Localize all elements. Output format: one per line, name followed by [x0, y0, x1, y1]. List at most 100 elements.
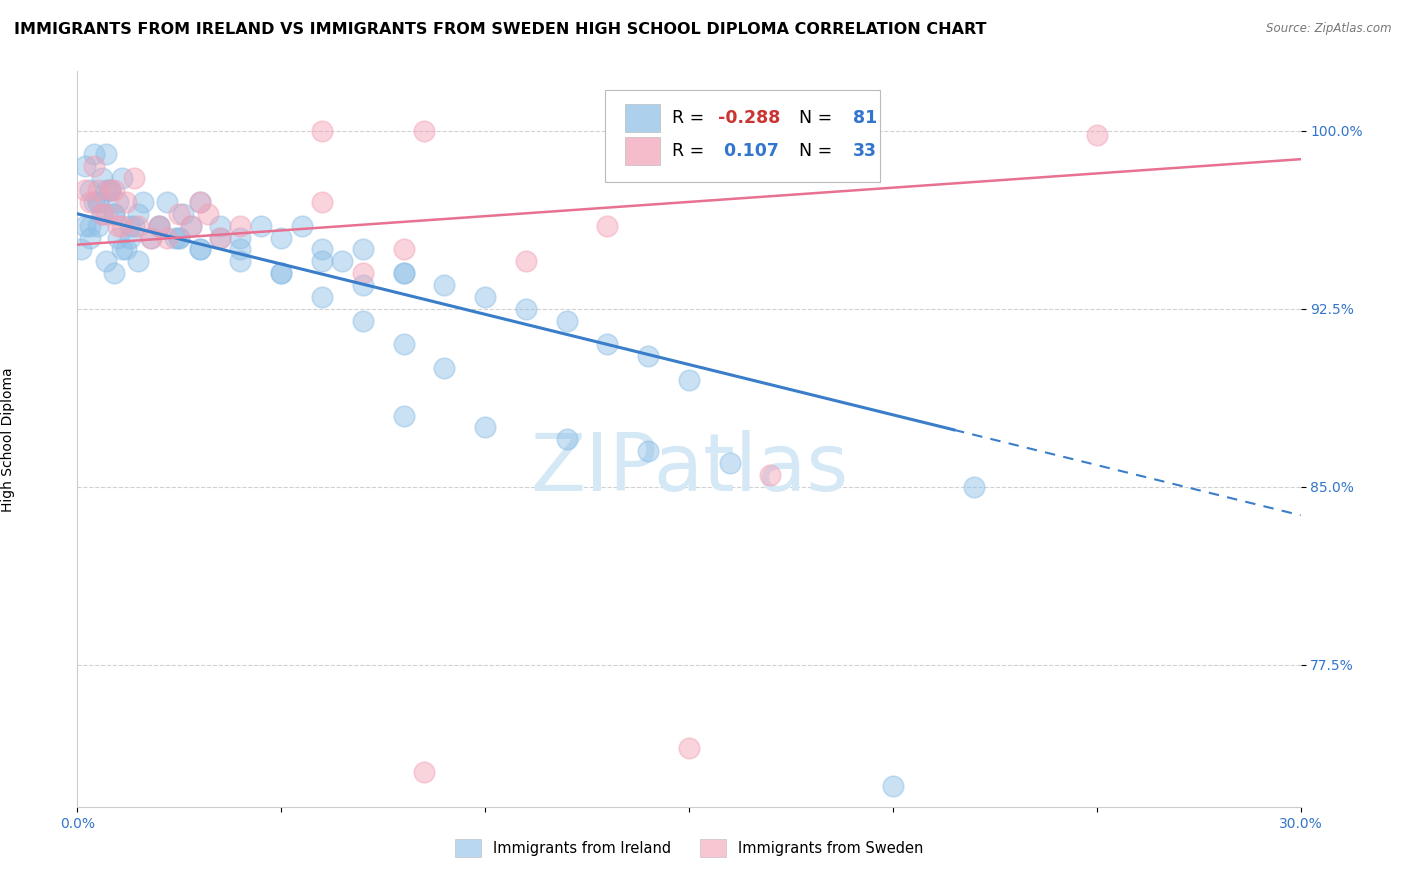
Point — [433, 361, 456, 376]
Point — [124, 219, 146, 233]
Point — [87, 219, 110, 233]
Point — [169, 230, 191, 244]
Point — [678, 740, 700, 755]
Point — [124, 171, 146, 186]
Point — [87, 194, 110, 209]
Point — [75, 183, 97, 197]
Point — [90, 207, 112, 221]
Point — [392, 243, 415, 257]
Point — [352, 313, 374, 327]
Point — [188, 243, 211, 257]
Point — [127, 254, 149, 268]
Point — [392, 337, 415, 351]
Point — [474, 420, 496, 434]
Point — [90, 171, 112, 186]
Point — [515, 301, 537, 316]
Text: Source: ZipAtlas.com: Source: ZipAtlas.com — [1267, 22, 1392, 36]
Point — [311, 124, 333, 138]
Point — [139, 230, 162, 244]
Point — [229, 230, 252, 244]
Text: IMMIGRANTS FROM IRELAND VS IMMIGRANTS FROM SWEDEN HIGH SCHOOL DIPLOMA CORRELATIO: IMMIGRANTS FROM IRELAND VS IMMIGRANTS FR… — [14, 22, 987, 37]
Text: 33: 33 — [853, 142, 877, 160]
Point — [107, 219, 129, 233]
Point — [148, 219, 170, 233]
Point — [75, 159, 97, 173]
Point — [208, 230, 231, 244]
Point — [139, 230, 162, 244]
Point — [103, 266, 125, 280]
Point — [882, 779, 904, 793]
Point — [115, 243, 138, 257]
Point — [90, 207, 112, 221]
Text: R =: R = — [672, 142, 710, 160]
Text: R =: R = — [672, 109, 710, 127]
Point — [180, 219, 202, 233]
Point — [169, 230, 191, 244]
Point — [596, 219, 619, 233]
Point — [79, 183, 101, 197]
Text: -0.288: -0.288 — [718, 109, 780, 127]
Point — [107, 230, 129, 244]
Text: 81: 81 — [853, 109, 877, 127]
Point — [131, 194, 153, 209]
Point — [208, 230, 231, 244]
Point — [120, 230, 142, 244]
Point — [413, 764, 436, 779]
Point — [127, 207, 149, 221]
Point — [392, 266, 415, 280]
Point — [169, 207, 191, 221]
Point — [270, 230, 292, 244]
Text: N =: N = — [787, 142, 838, 160]
Point — [111, 171, 134, 186]
Point — [963, 480, 986, 494]
Text: N =: N = — [787, 109, 838, 127]
Point — [392, 266, 415, 280]
Y-axis label: High School Diploma: High School Diploma — [1, 367, 15, 512]
Point — [311, 254, 333, 268]
Point — [79, 194, 101, 209]
Point — [311, 243, 333, 257]
Point — [148, 219, 170, 233]
Point — [120, 219, 142, 233]
Point — [94, 147, 117, 161]
Point — [1085, 128, 1108, 143]
Point — [352, 266, 374, 280]
Legend: Immigrants from Ireland, Immigrants from Sweden: Immigrants from Ireland, Immigrants from… — [449, 833, 929, 863]
Point — [392, 409, 415, 423]
Point — [148, 219, 170, 233]
FancyBboxPatch shape — [626, 103, 659, 132]
Point — [311, 290, 333, 304]
Point — [103, 207, 125, 221]
Point — [111, 243, 134, 257]
Point — [290, 219, 312, 233]
Point — [229, 243, 252, 257]
Point — [103, 207, 125, 221]
Text: ZIPatlas: ZIPatlas — [530, 430, 848, 508]
Point — [555, 313, 578, 327]
Point — [229, 219, 252, 233]
Point — [165, 230, 187, 244]
Point — [127, 219, 149, 233]
Point — [188, 243, 211, 257]
Point — [250, 219, 273, 233]
Point — [197, 207, 219, 221]
Point — [87, 194, 110, 209]
Point — [94, 254, 117, 268]
Point — [156, 194, 179, 209]
Point — [83, 147, 105, 161]
Point — [79, 230, 101, 244]
Point — [79, 219, 101, 233]
Point — [596, 337, 619, 351]
Point — [474, 290, 496, 304]
Point — [311, 194, 333, 209]
Point — [83, 159, 105, 173]
Text: 0.107: 0.107 — [718, 142, 779, 160]
Point — [107, 194, 129, 209]
Point — [180, 219, 202, 233]
Point — [352, 278, 374, 293]
Point — [229, 254, 252, 268]
Point — [413, 124, 436, 138]
Point — [759, 467, 782, 482]
Point — [718, 456, 741, 470]
Point — [94, 207, 117, 221]
